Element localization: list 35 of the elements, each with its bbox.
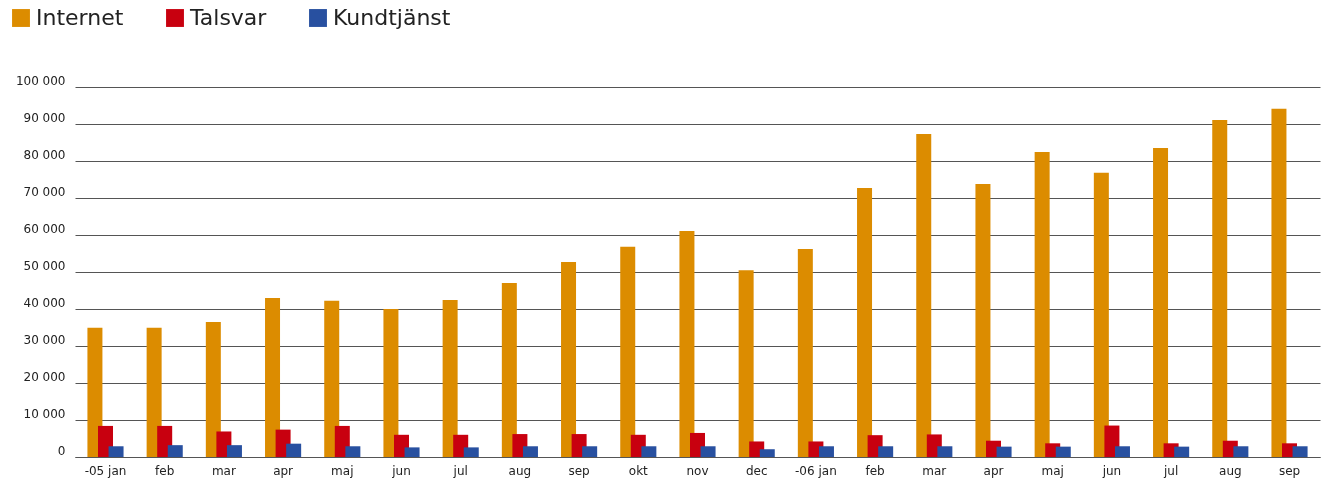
- x-tick-label: aug: [1219, 463, 1242, 478]
- x-tick-label: apr: [273, 463, 294, 478]
- y-tick-label: 80 000: [23, 147, 66, 162]
- y-tick-label: 40 000: [23, 295, 66, 310]
- x-tick-label: okt: [628, 463, 649, 478]
- x-tick-label: maj: [331, 463, 354, 478]
- y-tick-label: 50 000: [23, 258, 66, 273]
- y-tick-label: 30 000: [23, 332, 66, 347]
- y-tick-label: 0: [57, 443, 66, 458]
- x-tick-label: jul: [452, 463, 468, 478]
- legend-label: Kundtjänst: [333, 5, 451, 30]
- x-tick-label: sep: [1278, 463, 1301, 478]
- x-tick-label: mar: [922, 463, 947, 478]
- x-tick-label: feb: [865, 463, 885, 478]
- x-tick-label: jun: [1101, 463, 1122, 478]
- x-tick-label: apr: [983, 463, 1004, 478]
- x-tick-label: -05 jan: [84, 463, 127, 478]
- x-tick-label: dec: [745, 463, 768, 478]
- x-tick-label: mar: [211, 463, 236, 478]
- x-tick-label: jun: [391, 463, 411, 478]
- x-tick-label: aug: [508, 463, 532, 478]
- x-tick-label: -06 jan: [795, 463, 837, 478]
- legend-label: Talsvar: [189, 5, 268, 30]
- y-tick-label: 70 000: [23, 184, 66, 199]
- x-tick-label: sep: [568, 463, 590, 478]
- y-tick-label: 60 000: [23, 221, 66, 236]
- y-tick-label: 90 000: [23, 110, 66, 125]
- x-tick-label: maj: [1041, 463, 1064, 478]
- x-tick-label: feb: [155, 463, 175, 478]
- legend-label: Internet: [36, 5, 124, 30]
- x-tick-label: jul: [1162, 463, 1179, 478]
- x-tick-label: nov: [686, 463, 709, 478]
- y-tick-label: 20 000: [23, 369, 66, 384]
- y-tick-label: 100 000: [15, 73, 66, 88]
- y-tick-label: 10 000: [23, 406, 66, 421]
